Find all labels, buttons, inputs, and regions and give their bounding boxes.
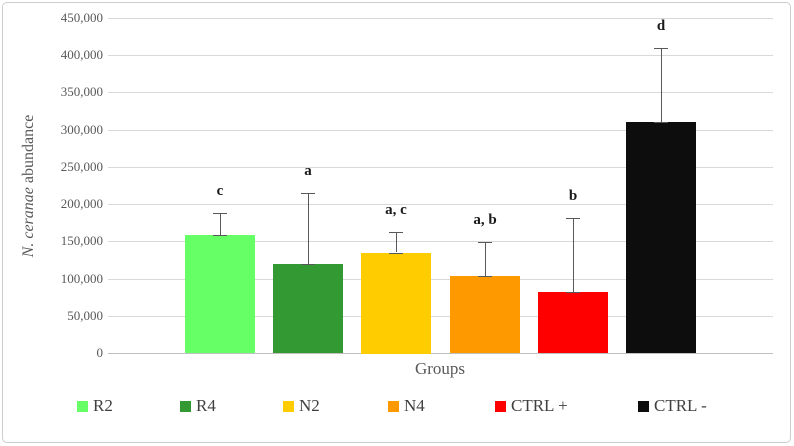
gridline [108,92,773,93]
legend-label: N4 [404,396,425,415]
y-axis-title-species: N. ceranae [20,187,37,258]
legend-label: R4 [196,396,216,415]
gridline [108,18,773,19]
error-bar [220,213,221,235]
significance-letter: d [656,18,666,34]
gridline [108,279,773,280]
y-tick-label: 150,000 [60,233,103,248]
gridline [108,204,773,205]
legend-label: CTRL + [511,396,568,415]
error-bar-top-cap [478,242,492,243]
y-tick-label: 200,000 [60,196,103,211]
legend-swatch [180,400,191,412]
y-tick-label: 350,000 [60,84,103,99]
gridline [108,316,773,317]
error-bar-bottom-cap [389,253,403,254]
legend-item-n4: N4 [388,396,425,415]
bar-n2 [361,253,431,354]
significance-letter: a, b [473,212,497,228]
legend-label: N2 [299,396,320,415]
error-bar-top-cap [213,213,227,214]
legend-item-n2: N2 [283,396,320,415]
error-bar-bottom-cap [213,235,227,236]
x-axis-title: Groups [414,359,466,378]
y-tick-label: 300,000 [60,122,103,137]
legend-swatch [77,400,88,412]
error-bar-bottom-cap [654,122,668,123]
y-axis-title-rest: abundance [20,114,37,188]
y-tick-label: 250,000 [60,159,103,174]
legend-label: CTRL - [654,396,707,415]
legend-label: R2 [93,396,113,415]
error-bar-top-cap [301,193,315,194]
x-axis-line [108,353,773,354]
significance-letter: a [304,163,312,179]
y-tick-label: 400,000 [60,47,103,62]
y-tick-label: 0 [96,345,104,360]
bar-r2 [185,235,255,353]
error-bar [485,242,486,276]
y-axis-title: N. ceranae abundance [20,81,38,291]
significance-letter: a, c [385,202,407,218]
legend-swatch [388,400,399,412]
y-tick-label: 100,000 [60,271,103,286]
error-bar-bottom-cap [301,264,315,265]
legend-item-ctrl-: CTRL - [638,396,707,415]
significance-letter: c [216,183,224,199]
error-bar [308,193,309,264]
legend-swatch [283,400,294,412]
bar-n4 [450,276,520,353]
y-tick-label: 50,000 [67,308,103,323]
gridline [108,167,773,168]
legend-swatch [638,400,649,412]
bar-ctrl+ [538,292,608,353]
error-bar-bottom-cap [566,292,580,293]
gridline [108,241,773,242]
gridline [108,130,773,131]
error-bar-bottom-cap [478,276,492,277]
significance-letter: b [568,188,578,204]
error-bar [396,232,397,252]
y-tick-label: 450,000 [60,10,103,25]
legend-item-r2: R2 [77,396,113,415]
error-bar-top-cap [389,232,403,233]
legend-item-ctrl+: CTRL + [495,396,568,415]
legend-item-r4: R4 [180,396,216,415]
error-bar [661,48,662,122]
bar-r4 [273,264,343,353]
error-bar-top-cap [566,218,580,219]
legend-swatch [495,400,506,412]
bar-ctrl- [626,122,696,353]
gridline [108,55,773,56]
error-bar [573,218,574,292]
error-bar-top-cap [654,48,668,49]
